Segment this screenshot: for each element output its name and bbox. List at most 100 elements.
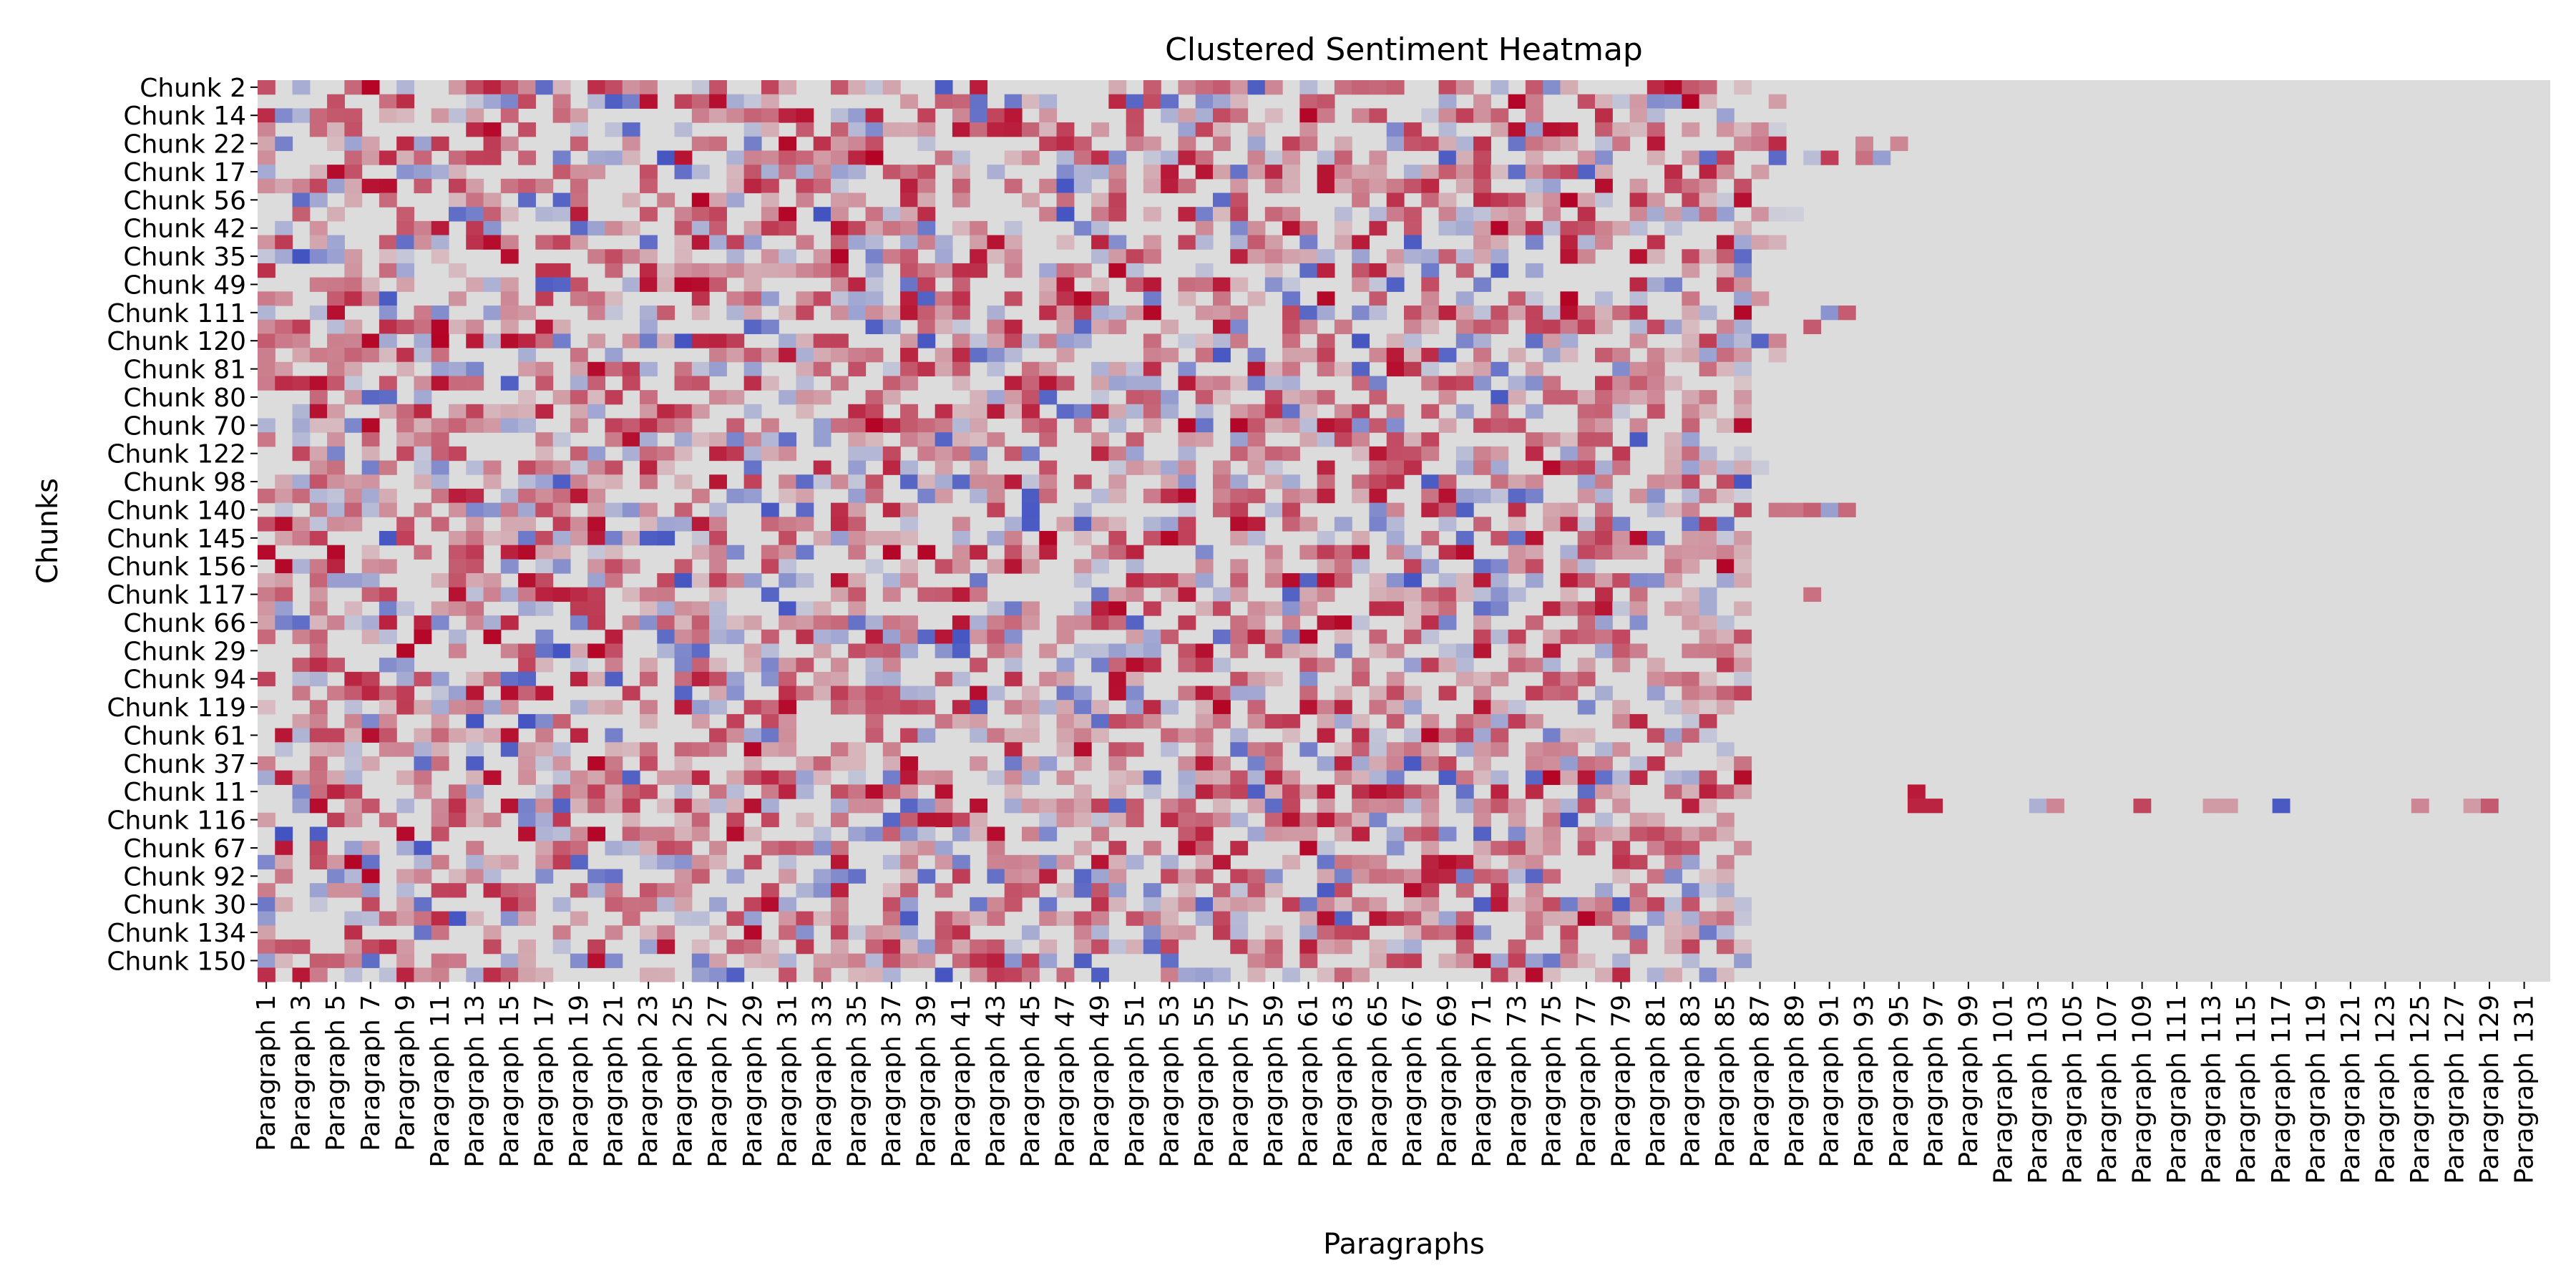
heatmap-cell (1682, 686, 1700, 701)
heatmap-cell (935, 812, 953, 828)
heatmap-cell (1108, 361, 1127, 377)
heatmap-cell (848, 474, 867, 489)
heatmap-cell (1438, 80, 1457, 95)
heatmap-cell (518, 488, 536, 504)
heatmap-cell (1334, 770, 1352, 785)
heatmap-cell (518, 361, 536, 377)
heatmap-cell (1317, 165, 1335, 180)
heatmap-cell (1612, 136, 1631, 152)
heatmap-cell (292, 108, 311, 123)
heatmap-cell (1230, 742, 1249, 757)
heatmap-cell (1213, 770, 1231, 785)
heatmap-cell (1213, 911, 1231, 926)
heatmap-cell (1334, 883, 1352, 898)
heatmap-cell (1213, 390, 1231, 405)
heatmap-cell (379, 629, 397, 645)
heatmap-cell (900, 165, 918, 180)
heatmap-cell (848, 306, 867, 321)
heatmap-cell (743, 615, 762, 630)
heatmap-cell (1230, 306, 1249, 321)
heatmap-cell (1056, 700, 1075, 715)
heatmap-cell (1386, 136, 1405, 152)
heatmap-cell (987, 165, 1005, 180)
heatmap-cell (361, 418, 380, 433)
heatmap-cell (535, 291, 554, 306)
heatmap-cell (535, 841, 554, 856)
heatmap-cell (882, 671, 901, 687)
heatmap-cell (1108, 939, 1127, 955)
heatmap-cell (709, 925, 727, 940)
heatmap-cell (674, 671, 693, 687)
heatmap-cell (779, 658, 797, 673)
heatmap-cell (1004, 150, 1023, 165)
heatmap-cell (970, 333, 988, 348)
heatmap-cell (327, 488, 345, 504)
heatmap-cell (1334, 545, 1352, 560)
heatmap-cell (327, 122, 345, 137)
heatmap-cell (1734, 390, 1752, 405)
heatmap-cell (1646, 376, 1665, 391)
heatmap-cell (1786, 502, 1804, 517)
heatmap-cell (1525, 263, 1543, 278)
y-tick-label: Chunk 2 (140, 74, 246, 103)
x-tick-label: Paragraph 47 (1051, 995, 1080, 1168)
heatmap-cell (1299, 841, 1318, 856)
heatmap-cell (379, 249, 397, 264)
heatmap-cell (1473, 559, 1491, 574)
heatmap-cell (518, 333, 536, 348)
heatmap-cell (258, 615, 275, 630)
heatmap-cell (292, 207, 311, 222)
heatmap-cell (587, 573, 606, 588)
heatmap-cell (605, 897, 623, 912)
heatmap-cell (952, 925, 970, 940)
heatmap-cell (935, 629, 953, 645)
heatmap-cell (1195, 742, 1214, 757)
heatmap-cell (1699, 488, 1717, 504)
heatmap-cell (1230, 587, 1249, 602)
heatmap-cell (1195, 263, 1214, 278)
heatmap-cell (831, 122, 849, 137)
heatmap-cell (1421, 658, 1440, 673)
heatmap-cell (1299, 306, 1318, 321)
heatmap-cell (361, 615, 380, 630)
heatmap-cell (570, 178, 588, 194)
heatmap-cell (796, 502, 814, 517)
heatmap-cell (1491, 165, 1509, 180)
heatmap-cell (1143, 573, 1161, 588)
heatmap-cell (900, 939, 918, 955)
heatmap-cell (1334, 136, 1352, 152)
heatmap-cell (1056, 136, 1075, 152)
heatmap-cell (327, 784, 345, 799)
heatmap-cell (552, 531, 571, 546)
heatmap-cell (796, 192, 814, 208)
heatmap-cell (1699, 150, 1717, 165)
heatmap-cell (1282, 601, 1300, 616)
heatmap-cell (1004, 615, 1023, 630)
heatmap-cell (1369, 460, 1387, 475)
heatmap-cell (1264, 545, 1283, 560)
heatmap-cell (1508, 390, 1526, 405)
heatmap-cell (900, 629, 918, 645)
heatmap-cell (674, 446, 693, 462)
heatmap-cell (1004, 770, 1023, 785)
heatmap-cell (1577, 799, 1596, 814)
heatmap-cell (1230, 883, 1249, 898)
heatmap-cell (309, 531, 328, 546)
heatmap-cell (1455, 573, 1474, 588)
heatmap-cell (900, 841, 918, 856)
heatmap-cell (640, 967, 658, 982)
heatmap-cell (414, 319, 432, 334)
heatmap-cell (1873, 150, 1891, 165)
heatmap-cell (1404, 953, 1422, 968)
heatmap-cell (414, 376, 432, 391)
heatmap-cell (1438, 545, 1457, 560)
x-tick-label: Paragraph 107 (2093, 995, 2122, 1184)
heatmap-cell (1073, 502, 1092, 517)
heatmap-cell (1039, 277, 1058, 292)
heatmap-cell (1299, 517, 1318, 532)
heatmap-cell (431, 573, 449, 588)
heatmap-cell (1004, 545, 1023, 560)
heatmap-cell (1595, 742, 1613, 757)
heatmap-cell (1543, 629, 1561, 645)
heatmap-cell (726, 812, 745, 828)
